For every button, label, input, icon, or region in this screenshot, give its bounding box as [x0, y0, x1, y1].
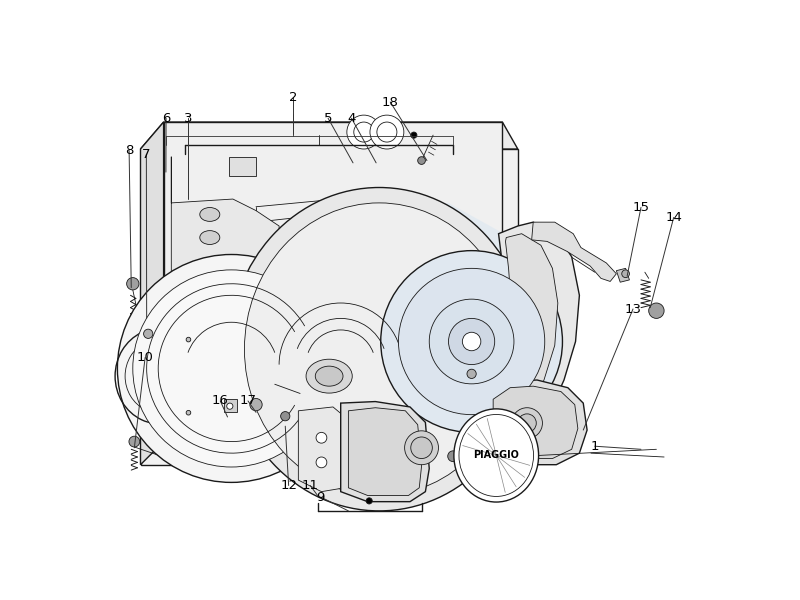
- Text: 8: 8: [125, 144, 134, 157]
- Text: 6: 6: [162, 112, 170, 125]
- Text: 18: 18: [382, 95, 398, 109]
- Circle shape: [281, 412, 290, 421]
- Text: 5: 5: [324, 112, 332, 125]
- Circle shape: [347, 115, 381, 149]
- Circle shape: [226, 403, 233, 409]
- Circle shape: [366, 498, 372, 504]
- Circle shape: [449, 319, 494, 365]
- Circle shape: [410, 437, 432, 458]
- Text: 16: 16: [212, 394, 229, 407]
- Circle shape: [354, 122, 374, 142]
- Polygon shape: [532, 222, 616, 281]
- Polygon shape: [229, 157, 256, 176]
- Circle shape: [467, 369, 476, 379]
- Polygon shape: [493, 386, 578, 458]
- Text: 3: 3: [184, 112, 193, 125]
- Text: 15: 15: [633, 201, 650, 214]
- Polygon shape: [163, 122, 502, 442]
- Circle shape: [622, 270, 630, 278]
- Circle shape: [405, 431, 438, 464]
- Ellipse shape: [454, 409, 538, 502]
- Circle shape: [316, 457, 327, 468]
- Circle shape: [410, 132, 417, 138]
- Text: 14: 14: [666, 211, 682, 224]
- Circle shape: [518, 414, 536, 433]
- Circle shape: [398, 268, 545, 415]
- Polygon shape: [341, 401, 430, 502]
- Text: 11: 11: [302, 479, 318, 492]
- Text: OTO: OTO: [257, 242, 489, 335]
- Circle shape: [462, 332, 481, 351]
- Ellipse shape: [459, 415, 534, 496]
- Circle shape: [250, 398, 262, 411]
- Circle shape: [377, 122, 397, 142]
- Polygon shape: [616, 268, 630, 282]
- Circle shape: [649, 303, 664, 319]
- Ellipse shape: [200, 208, 220, 221]
- Circle shape: [129, 436, 140, 447]
- Circle shape: [381, 251, 562, 433]
- Ellipse shape: [200, 230, 220, 244]
- Polygon shape: [141, 122, 163, 464]
- Text: PIAGGIO: PIAGGIO: [474, 451, 519, 460]
- Circle shape: [448, 451, 458, 461]
- Polygon shape: [224, 399, 237, 412]
- Circle shape: [126, 278, 139, 290]
- Ellipse shape: [315, 366, 343, 386]
- Polygon shape: [171, 157, 279, 411]
- Polygon shape: [256, 203, 518, 449]
- Polygon shape: [494, 234, 558, 430]
- Circle shape: [186, 337, 190, 342]
- Ellipse shape: [245, 203, 514, 496]
- Text: 7: 7: [142, 148, 150, 161]
- Ellipse shape: [306, 359, 352, 393]
- Polygon shape: [483, 380, 587, 464]
- Polygon shape: [298, 407, 349, 491]
- Ellipse shape: [229, 187, 530, 511]
- Circle shape: [186, 410, 190, 415]
- Polygon shape: [141, 149, 518, 464]
- Text: 12: 12: [280, 479, 297, 492]
- Polygon shape: [349, 408, 422, 496]
- Polygon shape: [487, 222, 579, 442]
- Circle shape: [316, 433, 327, 443]
- Text: 17: 17: [239, 394, 257, 407]
- Text: 10: 10: [137, 351, 154, 364]
- Circle shape: [118, 254, 346, 482]
- Circle shape: [418, 157, 426, 164]
- Text: 9: 9: [317, 491, 325, 503]
- Circle shape: [370, 115, 404, 149]
- Text: 2: 2: [289, 91, 298, 104]
- Circle shape: [133, 270, 330, 467]
- Polygon shape: [141, 122, 518, 149]
- Text: 1: 1: [590, 440, 599, 453]
- Text: 13: 13: [625, 302, 642, 316]
- Circle shape: [143, 329, 153, 338]
- Circle shape: [512, 408, 542, 439]
- Circle shape: [430, 299, 514, 384]
- Text: 4: 4: [347, 112, 356, 125]
